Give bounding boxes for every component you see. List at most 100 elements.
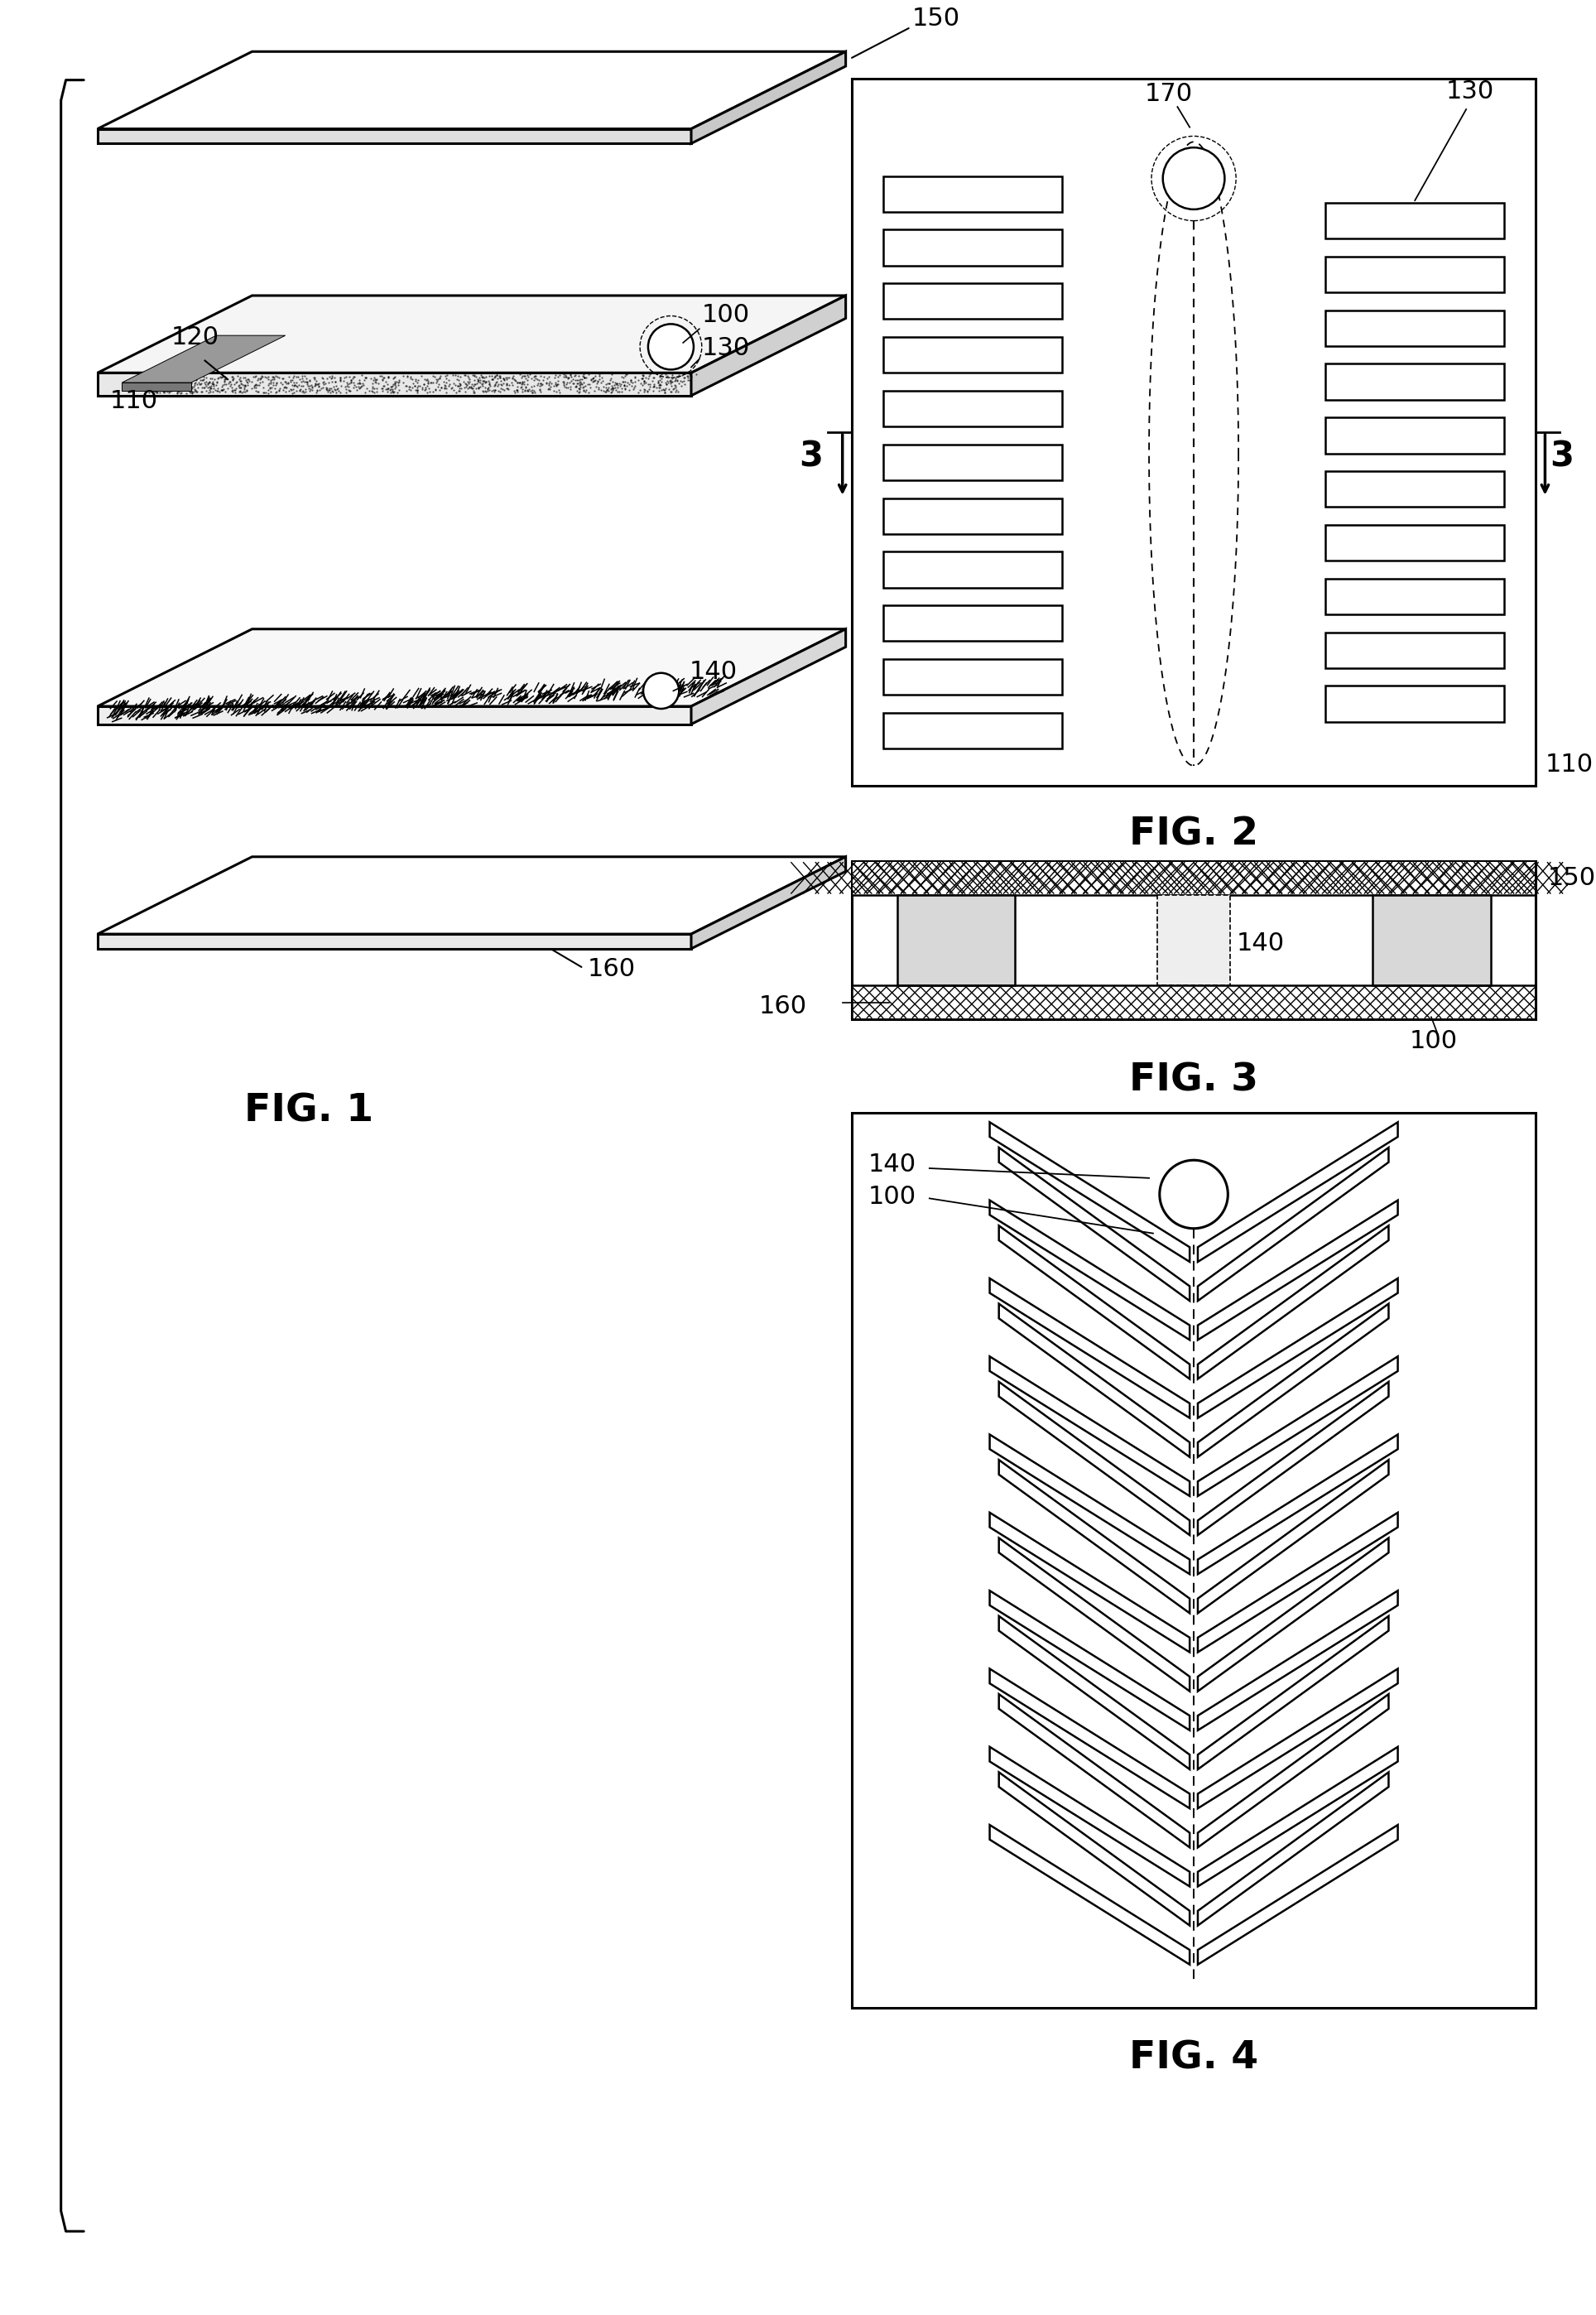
Polygon shape — [999, 1148, 1189, 1301]
Polygon shape — [883, 176, 1061, 211]
Polygon shape — [883, 713, 1061, 748]
Polygon shape — [1326, 257, 1505, 292]
Text: 140: 140 — [868, 1153, 916, 1176]
Polygon shape — [990, 1123, 1189, 1262]
Polygon shape — [97, 630, 846, 706]
Polygon shape — [852, 1114, 1535, 2007]
Polygon shape — [883, 229, 1061, 266]
Polygon shape — [1199, 1435, 1398, 1574]
Polygon shape — [1199, 1824, 1398, 1965]
Polygon shape — [852, 861, 1535, 1019]
Polygon shape — [1326, 472, 1505, 507]
Polygon shape — [999, 1695, 1189, 1847]
Text: 140: 140 — [1237, 933, 1285, 956]
Polygon shape — [1157, 896, 1231, 986]
Polygon shape — [999, 1537, 1189, 1692]
Polygon shape — [990, 1357, 1189, 1495]
Polygon shape — [121, 336, 286, 382]
Text: 110: 110 — [1545, 752, 1593, 776]
Text: 3: 3 — [1550, 440, 1574, 475]
Polygon shape — [1326, 363, 1505, 400]
Polygon shape — [990, 1824, 1189, 1965]
Polygon shape — [691, 857, 846, 949]
Polygon shape — [1199, 1773, 1389, 1926]
Polygon shape — [883, 338, 1061, 373]
Polygon shape — [1199, 1199, 1398, 1340]
Polygon shape — [990, 1278, 1189, 1419]
Polygon shape — [1199, 1537, 1389, 1692]
Polygon shape — [97, 373, 691, 396]
Polygon shape — [691, 51, 846, 144]
Text: 100: 100 — [868, 1185, 916, 1208]
Polygon shape — [1199, 1278, 1398, 1419]
Polygon shape — [1199, 1225, 1389, 1380]
Text: 160: 160 — [758, 995, 808, 1019]
Polygon shape — [97, 130, 691, 144]
Circle shape — [1163, 148, 1224, 208]
Polygon shape — [990, 1199, 1189, 1340]
Polygon shape — [691, 630, 846, 725]
Text: 120: 120 — [171, 326, 219, 350]
Polygon shape — [883, 498, 1061, 535]
Text: 100: 100 — [702, 303, 750, 326]
Polygon shape — [999, 1303, 1189, 1456]
Polygon shape — [999, 1225, 1189, 1380]
Text: FIG. 3: FIG. 3 — [1130, 1063, 1258, 1100]
Polygon shape — [990, 1590, 1189, 1729]
Polygon shape — [1199, 1357, 1398, 1495]
Polygon shape — [1199, 1695, 1389, 1847]
Text: 130: 130 — [702, 336, 750, 359]
Polygon shape — [852, 79, 1535, 787]
Polygon shape — [97, 857, 846, 933]
Polygon shape — [1326, 632, 1505, 669]
Text: 160: 160 — [587, 958, 635, 982]
Text: 170: 170 — [1144, 81, 1194, 106]
Polygon shape — [1326, 579, 1505, 613]
Text: 110: 110 — [110, 389, 158, 412]
Polygon shape — [1199, 1303, 1389, 1456]
Polygon shape — [883, 660, 1061, 694]
Circle shape — [643, 674, 678, 708]
Polygon shape — [1326, 417, 1505, 454]
Text: 150: 150 — [913, 7, 961, 30]
Polygon shape — [999, 1773, 1189, 1926]
Polygon shape — [97, 51, 846, 130]
Polygon shape — [691, 296, 846, 396]
Polygon shape — [990, 1512, 1189, 1653]
Polygon shape — [1326, 526, 1505, 560]
Polygon shape — [1199, 1382, 1389, 1535]
Text: FIG. 4: FIG. 4 — [1128, 2040, 1258, 2077]
Polygon shape — [990, 1669, 1189, 1808]
Polygon shape — [999, 1461, 1189, 1614]
Text: 3: 3 — [800, 440, 824, 475]
Polygon shape — [852, 861, 1534, 894]
Polygon shape — [121, 382, 192, 391]
Polygon shape — [1199, 1669, 1398, 1808]
Polygon shape — [1326, 685, 1505, 722]
Circle shape — [648, 324, 694, 370]
Polygon shape — [883, 282, 1061, 319]
Text: 130: 130 — [1446, 79, 1494, 104]
Polygon shape — [883, 607, 1061, 641]
Polygon shape — [1199, 1461, 1389, 1614]
Polygon shape — [1373, 896, 1491, 986]
Polygon shape — [1199, 1616, 1389, 1769]
Polygon shape — [999, 1616, 1189, 1769]
Polygon shape — [1199, 1748, 1398, 1887]
Circle shape — [1160, 1160, 1227, 1229]
Polygon shape — [1199, 1512, 1398, 1653]
Polygon shape — [990, 1748, 1189, 1887]
Polygon shape — [1199, 1148, 1389, 1301]
Text: FIG. 1: FIG. 1 — [244, 1093, 373, 1130]
Polygon shape — [883, 444, 1061, 479]
Polygon shape — [883, 391, 1061, 426]
Polygon shape — [999, 1382, 1189, 1535]
Polygon shape — [1326, 310, 1505, 345]
Text: 140: 140 — [689, 660, 737, 683]
Polygon shape — [883, 551, 1061, 588]
Polygon shape — [990, 1435, 1189, 1574]
Text: 100: 100 — [1409, 1028, 1457, 1053]
Polygon shape — [1326, 204, 1505, 238]
Text: FIG. 2: FIG. 2 — [1128, 815, 1258, 852]
Polygon shape — [852, 986, 1534, 1019]
